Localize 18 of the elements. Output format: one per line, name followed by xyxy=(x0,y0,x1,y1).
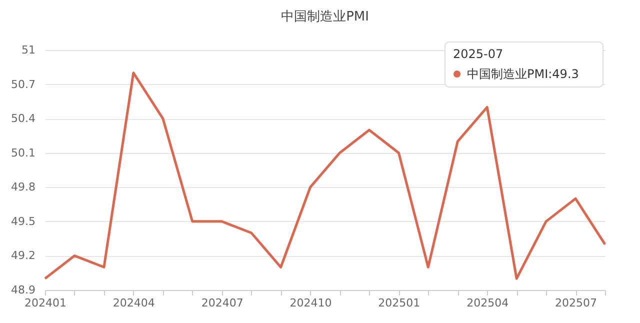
y-tick-label: 48.9 xyxy=(11,284,36,296)
chart-title: 中国制造业PMI xyxy=(281,10,369,24)
y-tick-label: 50.7 xyxy=(11,78,36,91)
x-tick-label: 202404 xyxy=(112,296,155,310)
x-tick-label: 202407 xyxy=(201,296,244,310)
x-tick-label: 202410 xyxy=(290,296,332,310)
annotation: 2025-07 xyxy=(453,47,504,61)
x-tick-label: 202504 xyxy=(466,296,509,310)
y-tick-label: 49.2 xyxy=(11,249,36,262)
y-tick-label: 50.4 xyxy=(11,112,36,126)
annotation: 中国制造业PMI:49.3 xyxy=(467,67,579,81)
x-tick-label: 202507 xyxy=(555,296,598,310)
y-tick-label: 50.1 xyxy=(11,146,36,160)
y-tick-label: 49.5 xyxy=(11,214,36,228)
y-tick-label: 51 xyxy=(22,44,36,56)
y-tick-label: 49.8 xyxy=(11,180,36,194)
x-tick-label: 202501 xyxy=(378,296,420,310)
x-tick-label: 202401 xyxy=(24,296,66,310)
